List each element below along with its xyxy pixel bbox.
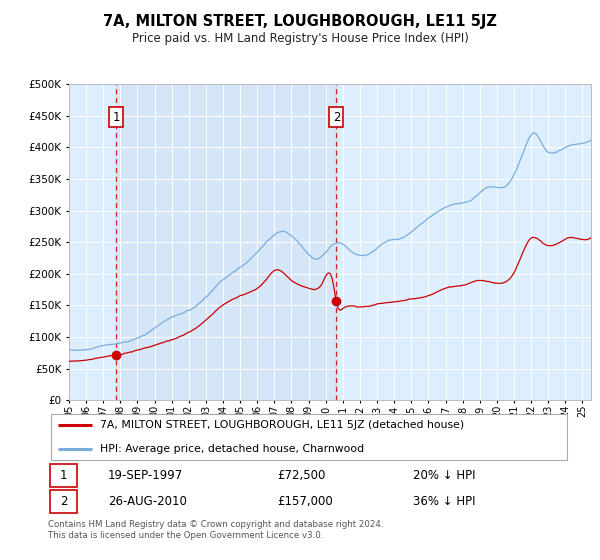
Text: £157,000: £157,000 [278, 495, 334, 508]
Text: Contains HM Land Registry data © Crown copyright and database right 2024.
This d: Contains HM Land Registry data © Crown c… [48, 520, 383, 540]
Text: 26-AUG-2010: 26-AUG-2010 [108, 495, 187, 508]
Text: 19-SEP-1997: 19-SEP-1997 [108, 469, 183, 482]
Text: 2: 2 [60, 495, 67, 508]
Text: 2: 2 [332, 111, 340, 124]
Text: HPI: Average price, detached house, Charnwood: HPI: Average price, detached house, Char… [100, 444, 364, 454]
Text: 7A, MILTON STREET, LOUGHBOROUGH, LE11 5JZ (detached house): 7A, MILTON STREET, LOUGHBOROUGH, LE11 5J… [100, 419, 464, 430]
FancyBboxPatch shape [50, 414, 568, 460]
Text: 1: 1 [60, 469, 67, 482]
FancyBboxPatch shape [50, 464, 77, 487]
Bar [116, 84, 337, 400]
Text: 20% ↓ HPI: 20% ↓ HPI [413, 469, 476, 482]
Text: 7A, MILTON STREET, LOUGHBOROUGH, LE11 5JZ: 7A, MILTON STREET, LOUGHBOROUGH, LE11 5J… [103, 14, 497, 29]
Text: 36% ↓ HPI: 36% ↓ HPI [413, 495, 476, 508]
Text: £72,500: £72,500 [278, 469, 326, 482]
FancyBboxPatch shape [50, 491, 77, 513]
Text: 1: 1 [112, 111, 120, 124]
Text: Price paid vs. HM Land Registry's House Price Index (HPI): Price paid vs. HM Land Registry's House … [131, 32, 469, 45]
